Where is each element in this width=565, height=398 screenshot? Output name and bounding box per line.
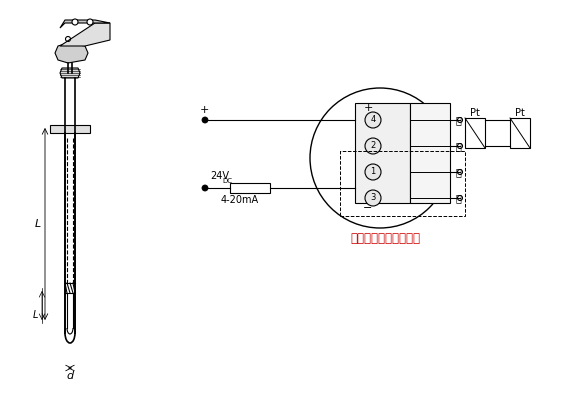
Text: 红: 红 [456,167,462,177]
Bar [465,118,485,148]
Polygon shape [60,23,110,46]
Bar [410,103,450,203]
Bar [355,103,410,203]
Circle shape [365,138,381,154]
Circle shape [365,190,381,206]
Text: 1: 1 [371,168,376,176]
Bar [340,151,465,216]
Text: +: + [200,105,210,115]
Text: Pt: Pt [470,108,480,118]
Polygon shape [55,43,88,63]
Text: 2: 2 [371,142,376,150]
Text: DC: DC [222,178,232,184]
Bar [50,125,90,133]
Circle shape [202,185,208,191]
Text: 热电阱：三线或四线制: 热电阱：三线或四线制 [350,232,420,244]
Polygon shape [60,20,110,28]
Text: 红: 红 [456,193,462,203]
Circle shape [202,117,208,123]
Text: 3: 3 [370,193,376,203]
Circle shape [310,88,450,228]
Text: 24V: 24V [210,171,229,181]
Text: −: − [363,203,373,213]
Text: L: L [35,219,41,229]
Circle shape [365,112,381,128]
Text: 白: 白 [456,115,462,125]
Text: 4: 4 [371,115,376,125]
Circle shape [365,164,381,180]
Text: 白: 白 [456,141,462,151]
Text: +: + [363,103,373,113]
Text: Pt: Pt [515,108,525,118]
Polygon shape [60,68,80,78]
Text: 4-20mA: 4-20mA [221,195,259,205]
Bar [230,183,270,193]
Text: d: d [67,371,73,381]
Bar [510,118,530,148]
Text: L: L [32,310,38,320]
Circle shape [72,19,78,25]
Circle shape [87,19,93,25]
